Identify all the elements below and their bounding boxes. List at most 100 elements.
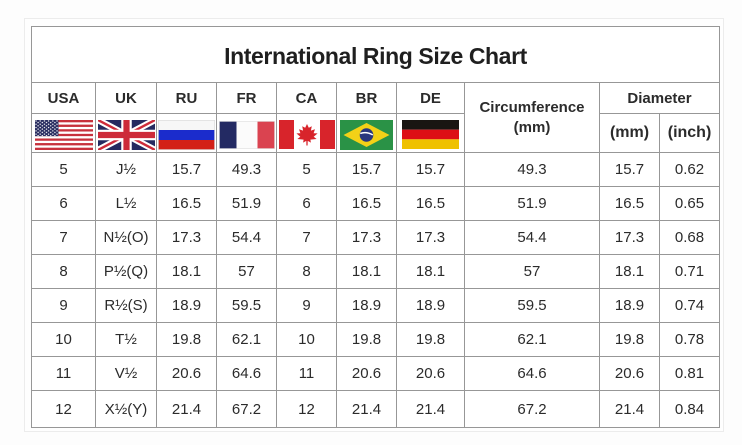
cell-usa: 8	[31, 254, 96, 289]
cell-uk: R½(S)	[95, 288, 157, 323]
cell-fr: 67.2	[216, 390, 277, 428]
cell-uk: P½(Q)	[95, 254, 157, 289]
cell-fr: 49.3	[216, 152, 277, 187]
column-header-row: USA UK RU FR CA BR DE Circumference (mm)…	[31, 82, 721, 153]
cell-usa: 10	[31, 322, 96, 357]
cell-diameter-mm: 16.5	[599, 186, 660, 221]
cell-ru: 18.9	[156, 288, 217, 323]
cell-ca: 8	[276, 254, 337, 289]
cell-usa: 12	[31, 390, 96, 428]
cell-br: 19.8	[336, 322, 397, 357]
uk-flag-icon	[97, 119, 155, 150]
page-title: International Ring Size Chart	[30, 26, 721, 83]
cell-ru: 20.6	[156, 356, 217, 391]
table-row: 9 R½(S) 18.9 59.5 9 18.9 18.9 59.5 18.9 0.74	[31, 288, 721, 323]
flag-cell-usa	[31, 113, 96, 153]
title-row: International Ring Size Chart	[30, 26, 721, 83]
cell-br: 16.5	[336, 186, 397, 221]
column-header-fr: FR	[216, 82, 277, 114]
canada-flag-icon	[278, 120, 335, 149]
cell-ca: 5	[276, 152, 337, 187]
cell-diameter-inch: 0.74	[658, 288, 721, 323]
cell-uk: L½	[95, 186, 157, 221]
cell-circumference-mm: 57	[464, 254, 600, 289]
cell-circumference-mm: 62.1	[464, 322, 600, 357]
cell-circumference-mm: 59.5	[464, 288, 600, 323]
germany-flag-icon	[402, 120, 459, 149]
cell-de: 18.1	[396, 254, 465, 289]
circumference-label: Circumference	[479, 98, 585, 116]
cell-diameter-mm: 19.8	[599, 322, 660, 357]
column-header-diameter: Diameter	[598, 82, 721, 114]
cell-uk: J½	[95, 152, 157, 187]
cell-diameter-mm: 18.9	[599, 288, 660, 323]
cell-ca: 6	[276, 186, 337, 221]
flag-cell-ru	[156, 113, 217, 153]
table-row: 5 J½ 15.7 49.3 5 15.7 15.7 49.3 15.7 0.62	[31, 152, 721, 187]
cell-circumference-mm: 64.6	[464, 356, 600, 391]
cell-uk: V½	[95, 356, 157, 391]
flag-row: (mm) (inch)	[31, 113, 721, 153]
cell-diameter-mm: 18.1	[599, 254, 660, 289]
cell-de: 21.4	[396, 390, 465, 428]
cell-ca: 7	[276, 220, 337, 255]
column-header-circumference: Circumference (mm)	[464, 82, 600, 153]
table-row: 12 X½(Y) 21.4 67.2 12 21.4 21.4 67.2 21.4 0.84	[31, 390, 721, 428]
cell-br: 17.3	[336, 220, 397, 255]
column-header-de: DE	[396, 82, 465, 114]
russia-flag-icon	[158, 119, 215, 150]
column-header-br: BR	[336, 82, 397, 114]
cell-de: 15.7	[396, 152, 465, 187]
cell-circumference-mm: 67.2	[464, 390, 600, 428]
cell-diameter-mm: 20.6	[599, 356, 660, 391]
cell-fr: 64.6	[216, 356, 277, 391]
usa-flag-icon	[34, 119, 93, 150]
cell-uk: N½(O)	[95, 220, 157, 255]
circumference-unit-label: (mm)	[513, 118, 551, 136]
cell-diameter-mm: 15.7	[599, 152, 660, 187]
flag-cell-ca	[276, 113, 337, 153]
brazil-flag-icon	[340, 119, 393, 150]
cell-diameter-inch: 0.78	[658, 322, 721, 357]
cell-ru: 21.4	[156, 390, 217, 428]
cell-usa: 5	[31, 152, 96, 187]
cell-ru: 17.3	[156, 220, 217, 255]
cell-br: 15.7	[336, 152, 397, 187]
cell-circumference-mm: 51.9	[464, 186, 600, 221]
cell-diameter-inch: 0.84	[658, 390, 721, 428]
cell-br: 18.9	[336, 288, 397, 323]
chart-image-frame: International Ring Size Chart USA UK RU …	[24, 18, 724, 432]
cell-ca: 11	[276, 356, 337, 391]
column-header-ca: CA	[276, 82, 337, 114]
table-row: 11 V½ 20.6 64.6 11 20.6 20.6 64.6 20.6 0.81	[31, 356, 721, 391]
cell-br: 20.6	[336, 356, 397, 391]
ring-size-table: International Ring Size Chart USA UK RU …	[30, 26, 721, 428]
cell-diameter-inch: 0.65	[658, 186, 721, 221]
diameter-inch-header: (inch)	[658, 113, 721, 153]
column-header-uk: UK	[95, 82, 157, 114]
cell-diameter-inch: 0.62	[658, 152, 721, 187]
table-row: 6 L½ 16.5 51.9 6 16.5 16.5 51.9 16.5 0.65	[31, 186, 721, 221]
cell-fr: 51.9	[216, 186, 277, 221]
cell-circumference-mm: 49.3	[464, 152, 600, 187]
cell-de: 19.8	[396, 322, 465, 357]
cell-uk: T½	[95, 322, 157, 357]
cell-diameter-inch: 0.68	[658, 220, 721, 255]
cell-br: 21.4	[336, 390, 397, 428]
cell-usa: 11	[31, 356, 96, 391]
cell-usa: 9	[31, 288, 96, 323]
cell-fr: 62.1	[216, 322, 277, 357]
column-header-usa: USA	[31, 82, 96, 114]
cell-ca: 12	[276, 390, 337, 428]
cell-ru: 19.8	[156, 322, 217, 357]
cell-ru: 16.5	[156, 186, 217, 221]
flag-cell-br	[336, 113, 397, 153]
cell-diameter-inch: 0.81	[658, 356, 721, 391]
cell-ca: 10	[276, 322, 337, 357]
cell-usa: 7	[31, 220, 96, 255]
cell-fr: 59.5	[216, 288, 277, 323]
cell-ru: 18.1	[156, 254, 217, 289]
cell-diameter-mm: 17.3	[599, 220, 660, 255]
cell-fr: 54.4	[216, 220, 277, 255]
cell-br: 18.1	[336, 254, 397, 289]
